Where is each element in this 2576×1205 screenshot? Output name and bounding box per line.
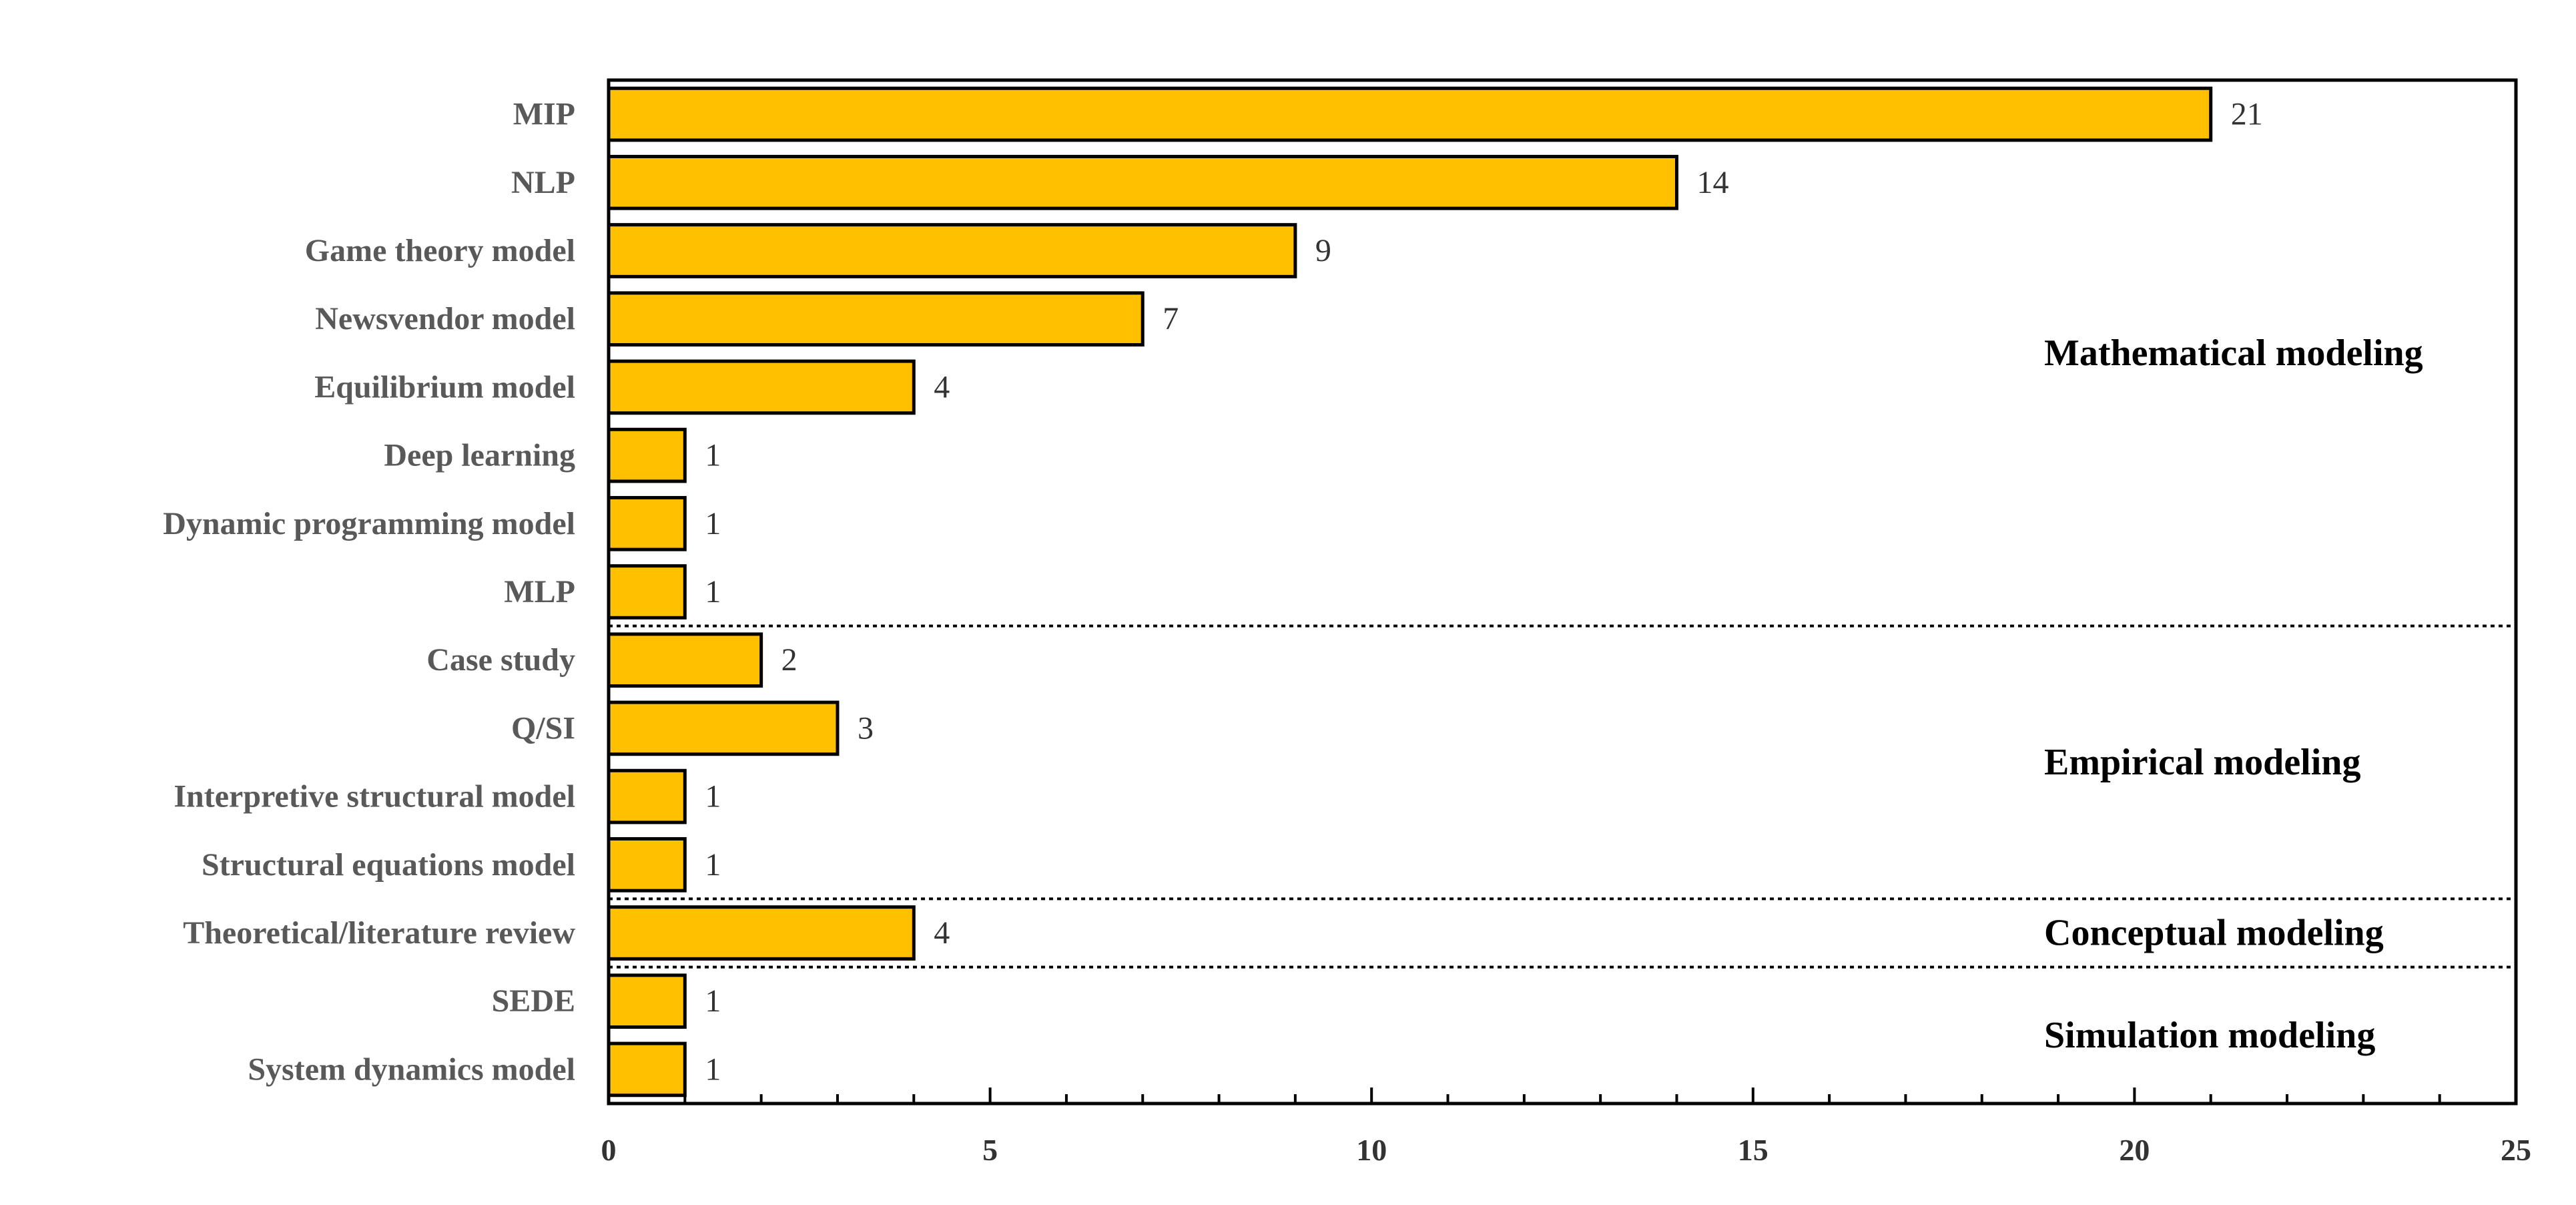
bar <box>607 359 916 415</box>
x-tick-label: 15 <box>1738 1133 1768 1167</box>
bar <box>607 564 687 620</box>
data-label: 1 <box>705 574 721 610</box>
data-label: 21 <box>2231 97 2263 132</box>
category-label: Theoretical/literature review <box>183 915 575 951</box>
category-label: SEDE <box>492 983 575 1019</box>
category-label: Deep learning <box>384 438 575 473</box>
x-axis: 0 5 10 15 20 25 <box>601 1088 2531 1167</box>
bar <box>607 427 687 483</box>
bar <box>607 905 916 961</box>
category-label: Structural equations model <box>202 847 575 883</box>
category-label: Newsvendor model <box>315 301 575 336</box>
bar <box>607 495 687 551</box>
x-tick-label: 20 <box>2119 1133 2150 1167</box>
bar <box>607 632 763 688</box>
x-tick-label: 25 <box>2501 1133 2531 1167</box>
data-label: 1 <box>705 438 721 473</box>
bar <box>607 291 1145 347</box>
x-tick-label: 5 <box>982 1133 998 1167</box>
group-label: Conceptual modeling <box>2044 913 2384 954</box>
bars-layer <box>607 86 2213 1098</box>
data-label: 7 <box>1163 301 1179 336</box>
group-separators <box>609 624 2516 969</box>
data-label: 1 <box>705 779 721 814</box>
category-label: MLP <box>504 574 575 610</box>
bar <box>607 700 840 756</box>
data-label: 4 <box>934 369 950 405</box>
data-label: 1 <box>705 983 721 1019</box>
bar <box>607 223 1297 278</box>
category-label: MIP <box>513 97 575 132</box>
data-label: 1 <box>705 847 721 883</box>
data-label: 2 <box>781 642 797 678</box>
data-label: 14 <box>1696 165 1728 200</box>
category-label: Game theory model <box>305 233 575 268</box>
bar <box>607 836 687 893</box>
category-label: NLP <box>511 165 575 200</box>
bar <box>607 86 2213 142</box>
data-label: 9 <box>1315 233 1331 268</box>
category-label: Case study <box>426 642 575 678</box>
group-label: Simulation modeling <box>2044 1015 2375 1056</box>
bar <box>607 154 1678 210</box>
x-tick-label: 10 <box>1356 1133 1387 1167</box>
category-label: Equilibrium model <box>314 369 575 405</box>
category-label: Interpretive structural model <box>174 779 575 814</box>
data-label: 1 <box>705 1051 721 1087</box>
category-label: System dynamics model <box>248 1051 575 1087</box>
x-tick-label: 0 <box>601 1133 617 1167</box>
plot-frame <box>607 78 2518 1106</box>
data-label: 3 <box>858 710 874 746</box>
bar <box>607 1041 687 1098</box>
bar <box>607 768 687 824</box>
data-label: 4 <box>934 915 950 951</box>
category-label: Q/SI <box>511 710 575 746</box>
group-label: Empirical modeling <box>2044 742 2360 783</box>
data-label: 1 <box>705 506 721 541</box>
category-label: Dynamic programming model <box>163 506 575 541</box>
group-label: Mathematical modeling <box>2044 332 2423 374</box>
bar <box>607 973 687 1029</box>
